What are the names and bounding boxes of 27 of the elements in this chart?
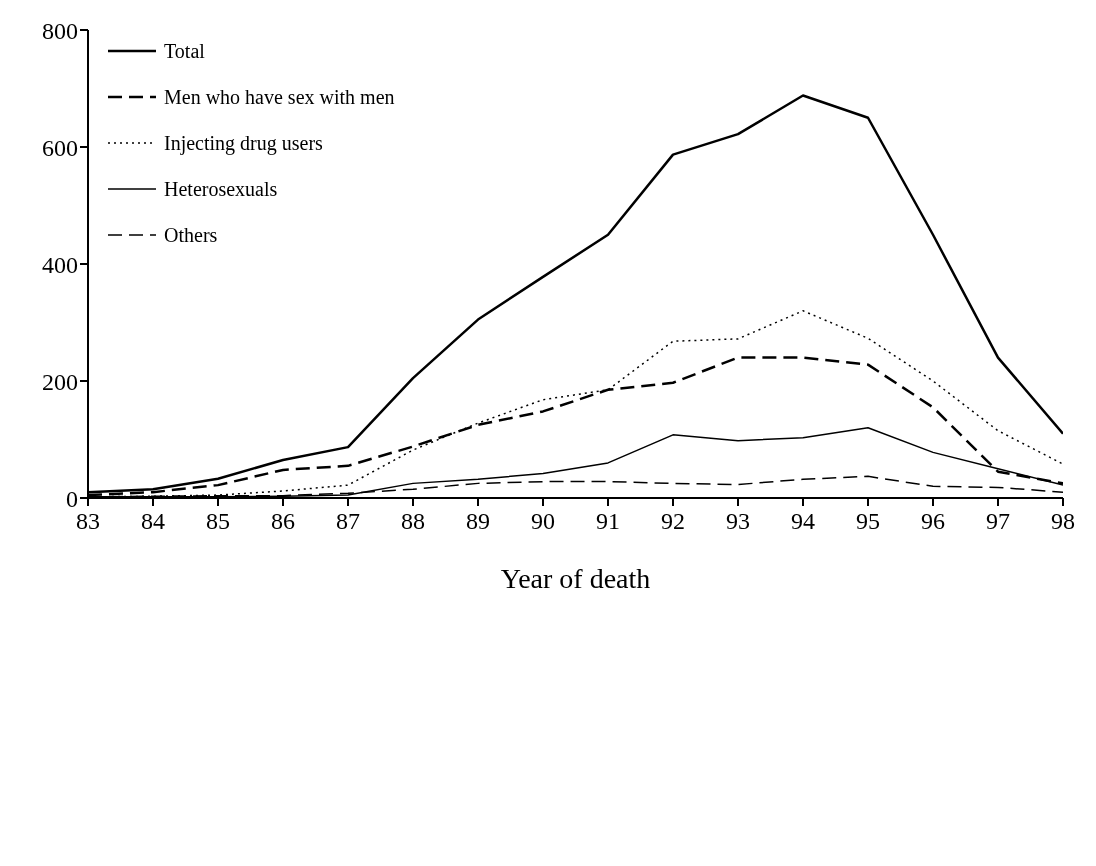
legend-label: Heterosexuals	[164, 177, 278, 201]
x-tick-label: 96	[921, 508, 945, 535]
x-tick-label: 98	[1051, 508, 1075, 535]
x-tick-label: 83	[76, 508, 100, 535]
x-axis-title: Year of death	[500, 563, 651, 594]
x-tick-label: 88	[401, 508, 425, 535]
x-tick-label: 92	[661, 508, 685, 535]
x-tick-label: 93	[726, 508, 750, 535]
y-tick-label: 400	[42, 251, 78, 278]
y-tick-label: 600	[42, 134, 78, 161]
legend-label: Men who have sex with men	[164, 85, 395, 109]
x-tick-label: 86	[271, 508, 295, 535]
y-tick-label: 200	[42, 368, 78, 395]
legend-label: Injecting drug users	[164, 131, 323, 155]
x-tick-label: 89	[466, 508, 490, 535]
x-tick-label: 87	[336, 508, 360, 535]
legend-label: Total	[164, 39, 205, 63]
y-tick-label: 0	[66, 485, 78, 512]
x-tick-label: 90	[531, 508, 555, 535]
x-tick-label: 84	[141, 508, 165, 535]
y-tick-label: 800	[42, 17, 78, 44]
legend-label: Others	[164, 223, 218, 247]
x-tick-label: 94	[791, 508, 815, 535]
x-tick-label: 91	[596, 508, 620, 535]
x-tick-label: 97	[986, 508, 1010, 535]
x-tick-label: 85	[206, 508, 230, 535]
x-tick-label: 95	[856, 508, 880, 535]
